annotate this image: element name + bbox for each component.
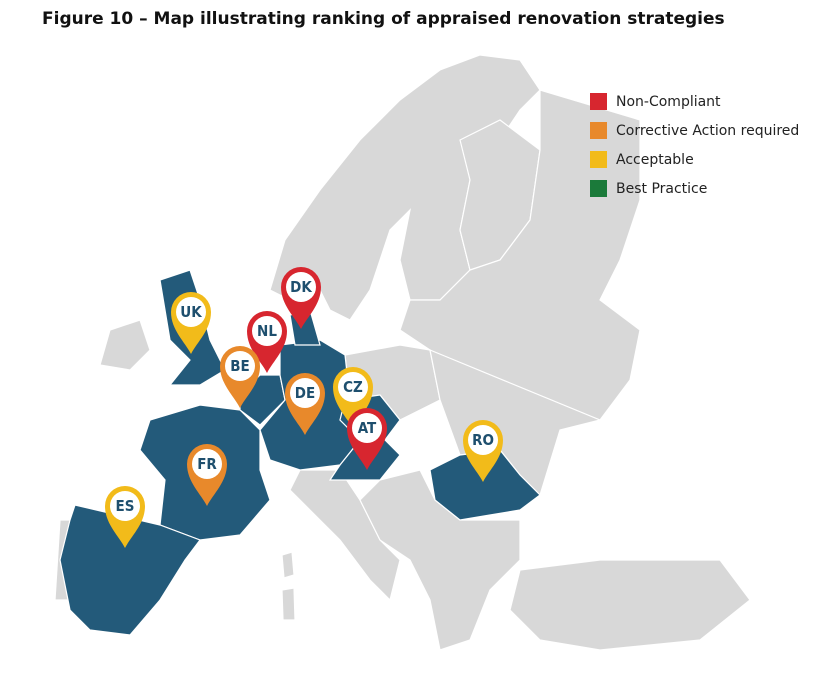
figure-title: Figure 10 – Map illustrating ranking of … [42, 9, 725, 29]
pin-label: DK [290, 278, 312, 296]
pin-face [192, 449, 222, 479]
legend-swatch [590, 180, 607, 197]
legend-swatch [590, 122, 607, 139]
pin-label: ES [116, 497, 135, 515]
pin: UK [171, 292, 211, 354]
pin: RO [463, 420, 503, 482]
pin-face [252, 316, 282, 346]
legend-label: Non-Compliant [616, 94, 721, 110]
pin: ES [105, 486, 145, 548]
pins: DK UK NL BE DE CZ AT FR ES RO [105, 267, 503, 548]
pin-face [225, 351, 255, 381]
pin-face [352, 413, 382, 443]
legend-swatch [590, 93, 607, 110]
pin-label: BE [230, 357, 250, 375]
pin: BE [220, 346, 260, 408]
legend-label: Corrective Action required [616, 123, 799, 139]
pin-label: CZ [343, 378, 363, 396]
pin-face [338, 372, 368, 402]
pin-face [468, 425, 498, 455]
pin-label: AT [358, 419, 377, 437]
pin-label: RO [472, 431, 494, 449]
pin-face [286, 272, 316, 302]
pin: NL [247, 311, 287, 373]
pin: DE [285, 373, 325, 435]
pin-label: NL [257, 322, 277, 340]
pin-label: UK [180, 303, 202, 321]
pin-label: FR [197, 455, 217, 473]
pin-label: DE [295, 384, 315, 402]
pin-face [176, 297, 206, 327]
pin: DK [281, 267, 321, 329]
pin-face [290, 378, 320, 408]
pin-face [110, 491, 140, 521]
map [54, 54, 751, 651]
legend-label: Acceptable [616, 152, 694, 168]
legend: Non-Compliant Corrective Action required A… [590, 93, 799, 197]
pin: FR [187, 444, 227, 506]
pin: AT [347, 408, 387, 470]
legend-label: Best Practice [616, 181, 707, 197]
legend-swatch [590, 151, 607, 168]
